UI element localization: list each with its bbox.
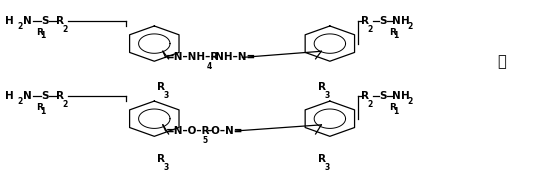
Text: S: S xyxy=(379,91,387,101)
Text: H: H xyxy=(400,91,409,101)
Text: N: N xyxy=(392,91,401,101)
Text: R: R xyxy=(318,154,326,163)
Text: 2: 2 xyxy=(63,100,68,109)
Text: R: R xyxy=(318,82,326,91)
Text: R: R xyxy=(56,91,64,101)
Text: 1: 1 xyxy=(393,31,399,41)
Text: 2: 2 xyxy=(17,97,23,106)
Text: 2: 2 xyxy=(368,25,373,34)
Text: R: R xyxy=(36,28,43,37)
Text: 1: 1 xyxy=(40,31,46,41)
Text: =N–NH–R: =N–NH–R xyxy=(166,52,219,62)
Text: N: N xyxy=(392,16,401,26)
Text: R: R xyxy=(157,82,165,91)
Text: R: R xyxy=(361,91,369,101)
Text: H: H xyxy=(5,16,14,26)
Text: –O–N=: –O–N= xyxy=(207,126,243,136)
Text: R: R xyxy=(389,103,396,113)
Text: 3: 3 xyxy=(164,91,169,100)
Text: R: R xyxy=(157,154,165,163)
Text: 或: 或 xyxy=(497,55,506,69)
Text: 3: 3 xyxy=(164,163,169,171)
Text: H: H xyxy=(400,16,409,26)
Text: H: H xyxy=(5,91,14,101)
Text: 1: 1 xyxy=(393,107,399,116)
Text: –NH–N=: –NH–N= xyxy=(211,52,256,62)
Text: R: R xyxy=(389,28,396,37)
Text: S: S xyxy=(379,16,387,26)
Text: 3: 3 xyxy=(324,91,329,100)
Text: N: N xyxy=(23,91,32,101)
Text: R: R xyxy=(56,16,64,26)
Text: S: S xyxy=(41,91,49,101)
Text: =N–O–R: =N–O–R xyxy=(166,126,210,136)
Text: 2: 2 xyxy=(368,100,373,109)
Text: R: R xyxy=(361,16,369,26)
Text: S: S xyxy=(41,16,49,26)
Text: 2: 2 xyxy=(408,97,413,106)
Text: 4: 4 xyxy=(206,62,211,71)
Text: N: N xyxy=(23,16,32,26)
Text: R: R xyxy=(36,103,43,113)
Text: 2: 2 xyxy=(63,25,68,34)
Text: 1: 1 xyxy=(40,107,46,116)
Text: 2: 2 xyxy=(408,22,413,31)
Text: 3: 3 xyxy=(324,163,329,171)
Text: 2: 2 xyxy=(17,22,23,31)
Text: 5: 5 xyxy=(202,136,207,145)
